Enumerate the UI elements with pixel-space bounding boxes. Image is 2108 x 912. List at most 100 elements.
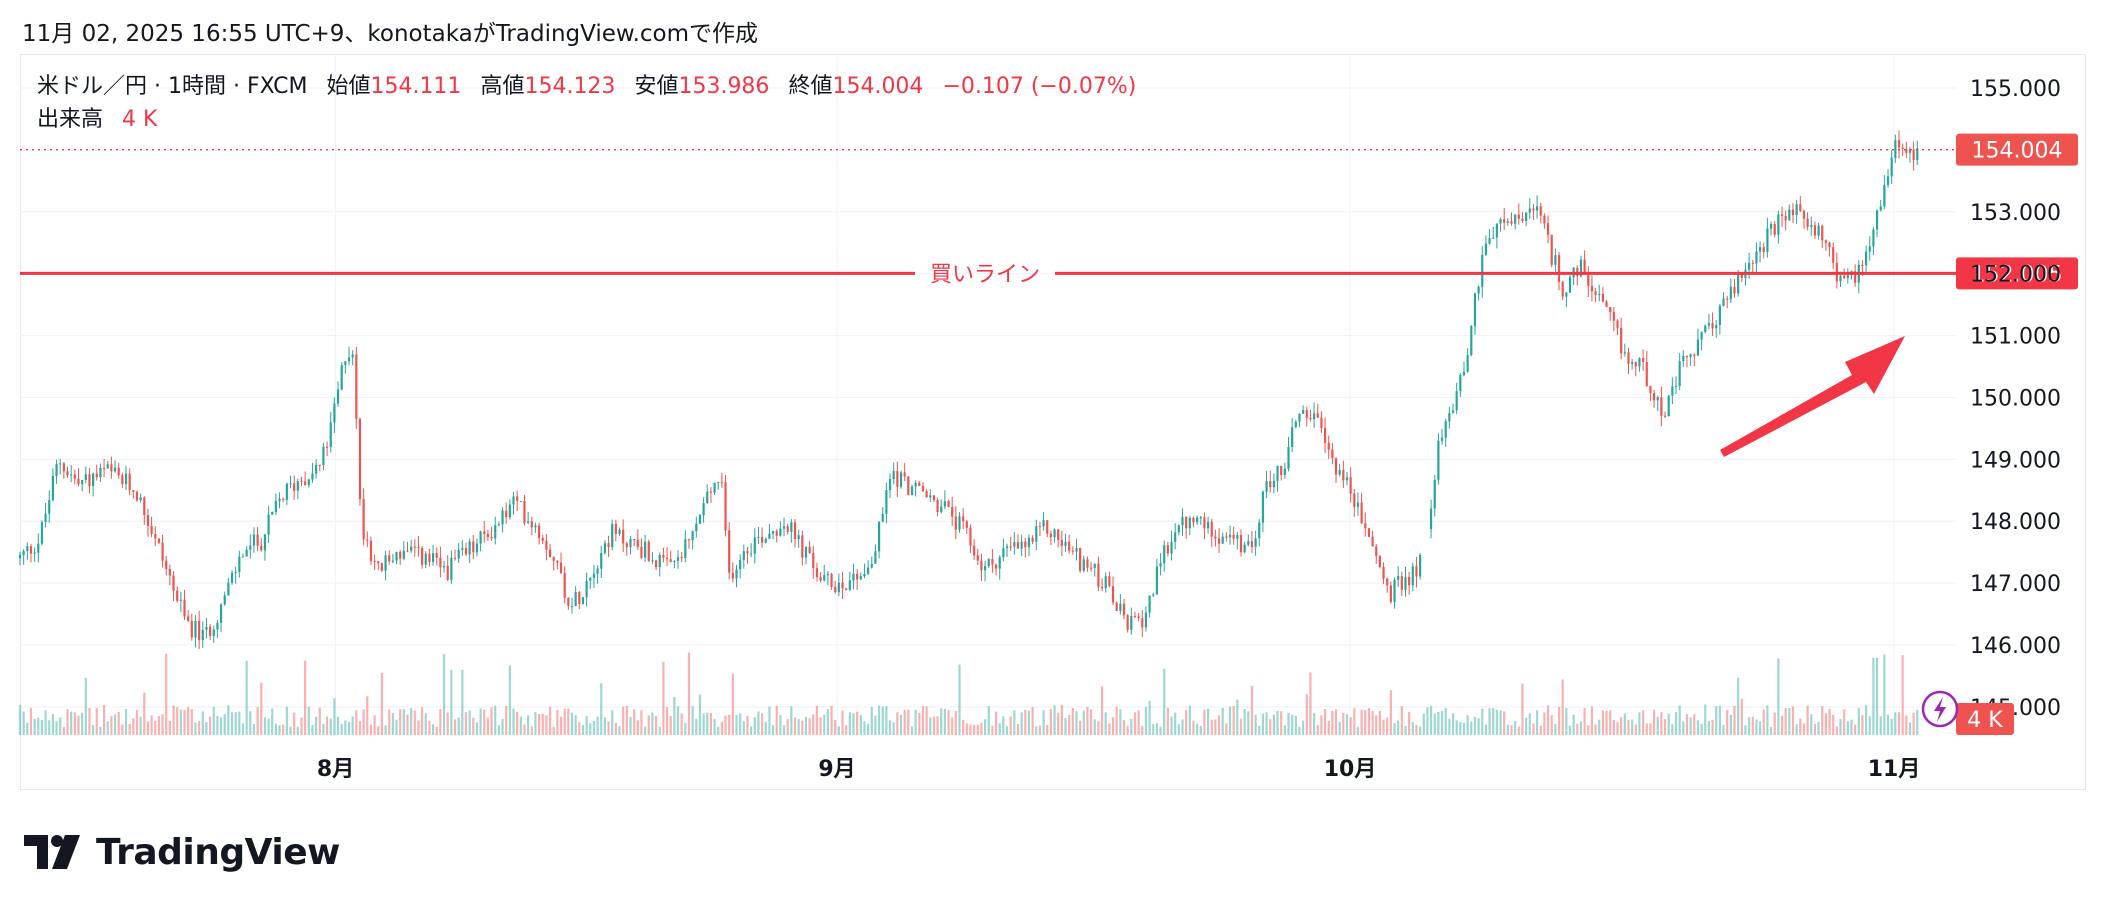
legend-symbol[interactable]: 米ドル／円 · 1時間 · FXCM [37, 74, 308, 99]
candle-body [625, 543, 628, 548]
volume-bar [1254, 714, 1257, 735]
volume-bar [439, 709, 442, 735]
volume-bar [947, 710, 950, 735]
tradingview-logo[interactable]: TradingView [24, 830, 340, 874]
candle-body [176, 590, 179, 601]
candle-body [1861, 264, 1864, 266]
volume-bar [1331, 710, 1334, 735]
volume-bar [395, 720, 398, 735]
candle-body [453, 557, 457, 559]
volume-bar [1488, 708, 1491, 735]
volume-bar [804, 716, 808, 735]
candle-body [863, 573, 866, 577]
volume-bar [1718, 705, 1721, 735]
volume-bar [307, 706, 310, 735]
candle-body [88, 474, 91, 486]
candle-body [1214, 536, 1217, 539]
candle-body [1817, 225, 1820, 236]
volume-bar [1206, 708, 1210, 735]
candle-body [1433, 479, 1436, 509]
volume-bar [238, 711, 241, 735]
volume-bar [1133, 712, 1137, 735]
volume-bar [1539, 725, 1542, 735]
candle-body [1883, 184, 1886, 207]
legend-volume-label[interactable]: 出来高 [37, 107, 104, 132]
volume-bar [538, 713, 541, 735]
volume-bar [1053, 705, 1056, 735]
volume-bar [1210, 719, 1213, 735]
volume-bar [823, 714, 826, 735]
candle-body [1843, 275, 1846, 279]
candle-body [742, 551, 745, 561]
candle-body [1133, 616, 1137, 618]
candle-body [1605, 301, 1608, 307]
volume-bar [1115, 706, 1118, 735]
volume-bar [1188, 705, 1191, 735]
candle-body [1152, 594, 1155, 596]
candle-body [29, 546, 33, 554]
candle-body [1188, 517, 1191, 529]
candle-body [410, 546, 413, 551]
candle-body [1532, 208, 1535, 211]
candle-body [581, 597, 585, 604]
volume-bar [680, 713, 683, 735]
candle-body [918, 482, 921, 486]
volume-bar [278, 725, 281, 735]
volume-bar [1565, 708, 1568, 735]
candle-body [1832, 247, 1835, 263]
candle-body [808, 546, 811, 554]
volume-bar [1503, 711, 1506, 735]
y-axis-tick-label: 149.000 [1970, 448, 2061, 473]
volume-bar [139, 716, 142, 735]
candle-body [179, 599, 182, 601]
candle-body [1579, 259, 1583, 277]
candle-body [720, 482, 723, 484]
candle-body [113, 467, 117, 472]
volume-bar [230, 712, 234, 735]
candle-body [497, 524, 500, 526]
volume-bar [77, 715, 80, 735]
candle-body [51, 476, 54, 501]
candle-body [826, 574, 829, 576]
candle-body [216, 622, 219, 630]
candle-body [1071, 550, 1074, 552]
volume-bar [402, 709, 405, 735]
volume-bar [1291, 714, 1294, 735]
candle-body [234, 571, 237, 573]
volume-bar [351, 716, 354, 735]
candle-body [724, 482, 727, 531]
volume-bar [797, 718, 800, 735]
candle-body [929, 495, 932, 498]
candle-body [1865, 251, 1868, 266]
volume-bar [1601, 710, 1604, 735]
volume-bar [322, 723, 325, 735]
volume-bar [764, 721, 767, 735]
volume-bar [1455, 720, 1458, 735]
candle-body [1477, 286, 1480, 294]
volume-bar [936, 716, 939, 735]
candle-body [59, 463, 62, 465]
candle-body [172, 575, 175, 591]
candle-body [435, 553, 438, 558]
volume-bar [1440, 710, 1444, 735]
volume-bar [1002, 716, 1005, 735]
volume-bar [1901, 655, 1904, 735]
volume-bar [1631, 719, 1634, 735]
volume-bar [1378, 710, 1381, 735]
volume-bar [552, 726, 555, 735]
volume-bar [1846, 721, 1849, 735]
candle-body [1715, 324, 1718, 329]
volume-bar [750, 726, 753, 735]
candle-body [1280, 466, 1283, 476]
volume-bar [874, 715, 877, 735]
candle-body [1795, 204, 1798, 216]
volume-bar [1462, 722, 1466, 735]
volume-bar [1459, 721, 1462, 735]
annotation-arrow[interactable] [1720, 336, 1905, 457]
legend-open-label: 始値 [326, 74, 371, 99]
volume-bar [753, 717, 756, 735]
volume-bar [40, 720, 44, 735]
volume-bar [212, 707, 215, 735]
candle-body [1049, 533, 1052, 538]
